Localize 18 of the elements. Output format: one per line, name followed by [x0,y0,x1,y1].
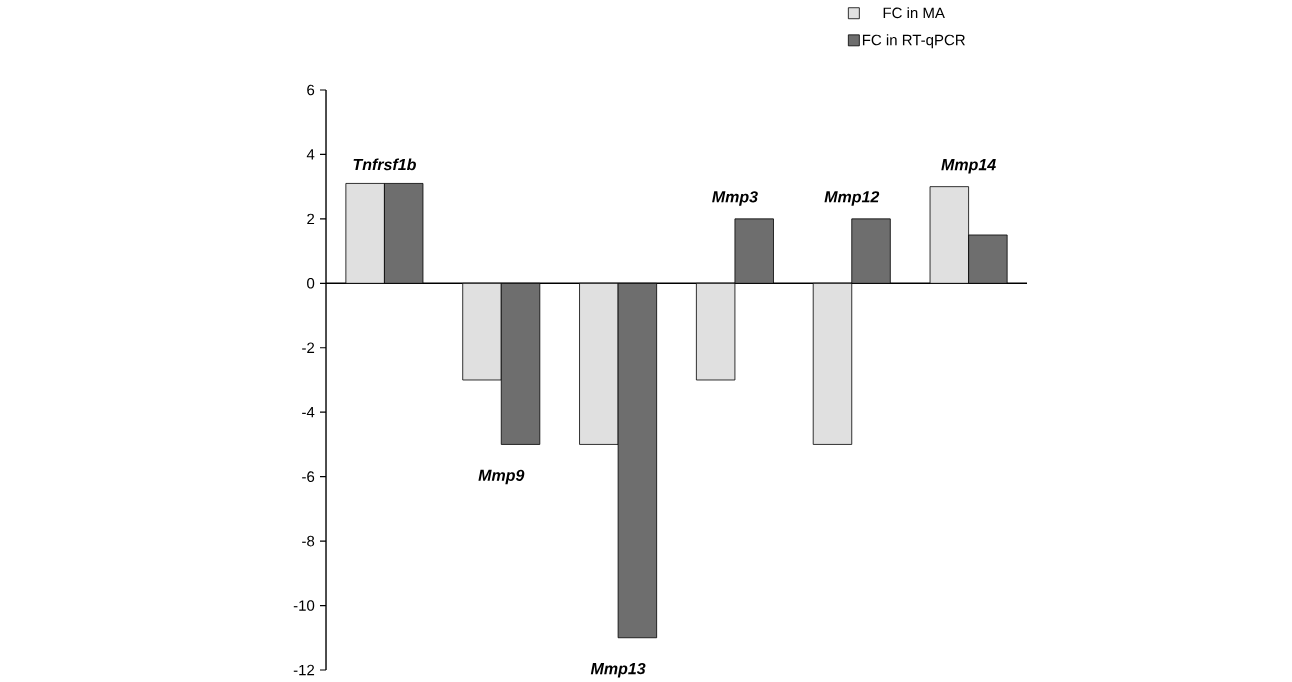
legend-label: FC in RT-qPCR [862,34,965,49]
x-tick-label: Mmp3 [712,191,758,206]
y-tick-label: 0 [307,278,315,289]
y-tick-label: -6 [302,471,315,482]
x-tick-label: Tnfrsf1b [353,158,416,171]
y-tick-label: -8 [302,535,315,547]
y-tick-label: -4 [302,407,315,418]
x-tick-label: Mmp12 [824,191,880,206]
y-tick-label: 2 [307,213,315,225]
legend-label: FC in MA [883,7,945,19]
x-tick-label: Mmp13 [590,662,646,678]
y-tick-label: 4 [306,149,315,160]
y-tick-label: 6 [307,84,315,96]
x-tick-label: Mmp14 [941,159,996,174]
y-tick-label: -12 [293,664,315,676]
y-tick-label: -10 [293,600,315,611]
y-tick-label: -2 [302,342,315,353]
x-tick-label: Mmp9 [478,469,525,485]
